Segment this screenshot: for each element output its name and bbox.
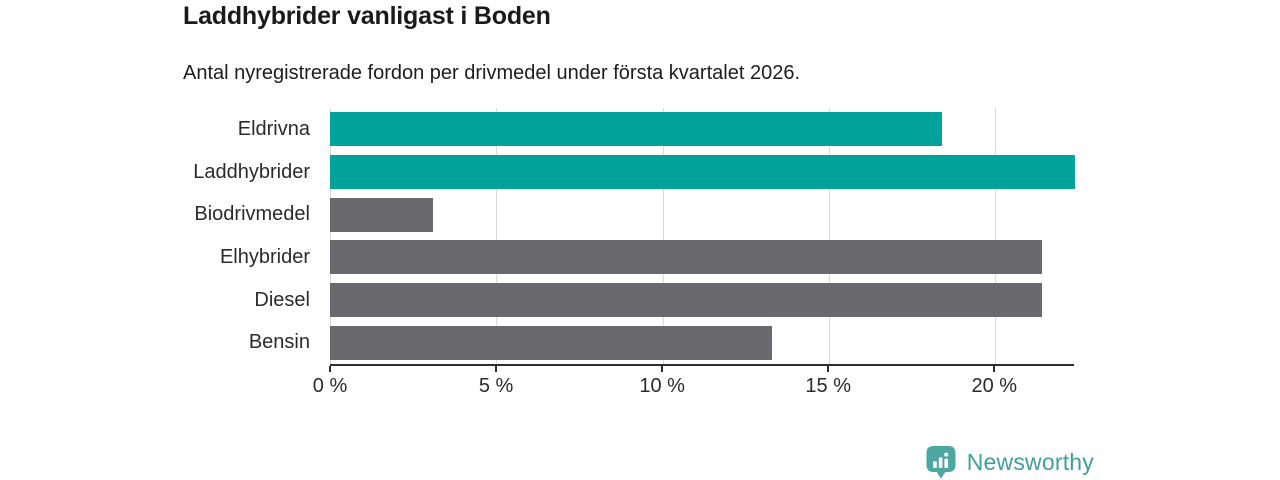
plot-area [330, 108, 1075, 364]
newsworthy-barchart-pin-icon [926, 445, 956, 479]
bar-diesel [330, 283, 1042, 317]
tick-label: 10 % [639, 375, 685, 397]
tick-mark [827, 366, 830, 372]
x-axis-ticks: 0 % 5 % 10 % 15 % 20 % [313, 366, 1074, 406]
gridline [496, 108, 498, 364]
brand-attribution: Newsworthy [924, 444, 1094, 480]
tick-label: 15 % [805, 375, 851, 397]
brand-logo-text: Newsworthy [966, 448, 1094, 475]
category-label: Laddhybrider [193, 160, 310, 183]
tick-label: 20 % [971, 375, 1018, 397]
category-label: Elhybrider [219, 246, 310, 268]
tick-label: 5 % [478, 375, 514, 397]
gridline [995, 108, 997, 364]
bar-eldrivna [330, 112, 942, 147]
tick-label: 0 % [312, 375, 348, 397]
x-axis-line [330, 364, 1074, 366]
bar-laddhybrider [330, 155, 1075, 189]
gridline [662, 108, 664, 364]
chart-title: Laddhybrider vanligast i Boden [183, 2, 551, 30]
tick-mark [993, 366, 996, 372]
gridline [330, 108, 331, 364]
category-label: Eldrivna [237, 118, 310, 140]
category-label: Biodrivmedel [194, 203, 310, 226]
chart-subtitle: Antal nyregistrerade fordon per drivmede… [183, 62, 801, 84]
tick-mark [661, 366, 664, 372]
tick-mark [329, 366, 331, 372]
bar-bensin [330, 325, 773, 360]
category-axis-labels: Eldrivna Laddhybrider Biodrivmedel Elhybrid… [0, 108, 320, 364]
category-label: Bensin [248, 331, 310, 354]
bar-biodrivmedel [330, 197, 434, 232]
tick-mark [495, 366, 498, 372]
gridline [828, 108, 830, 364]
bar-elhybrider [330, 240, 1042, 275]
category-label: Diesel [254, 288, 310, 311]
